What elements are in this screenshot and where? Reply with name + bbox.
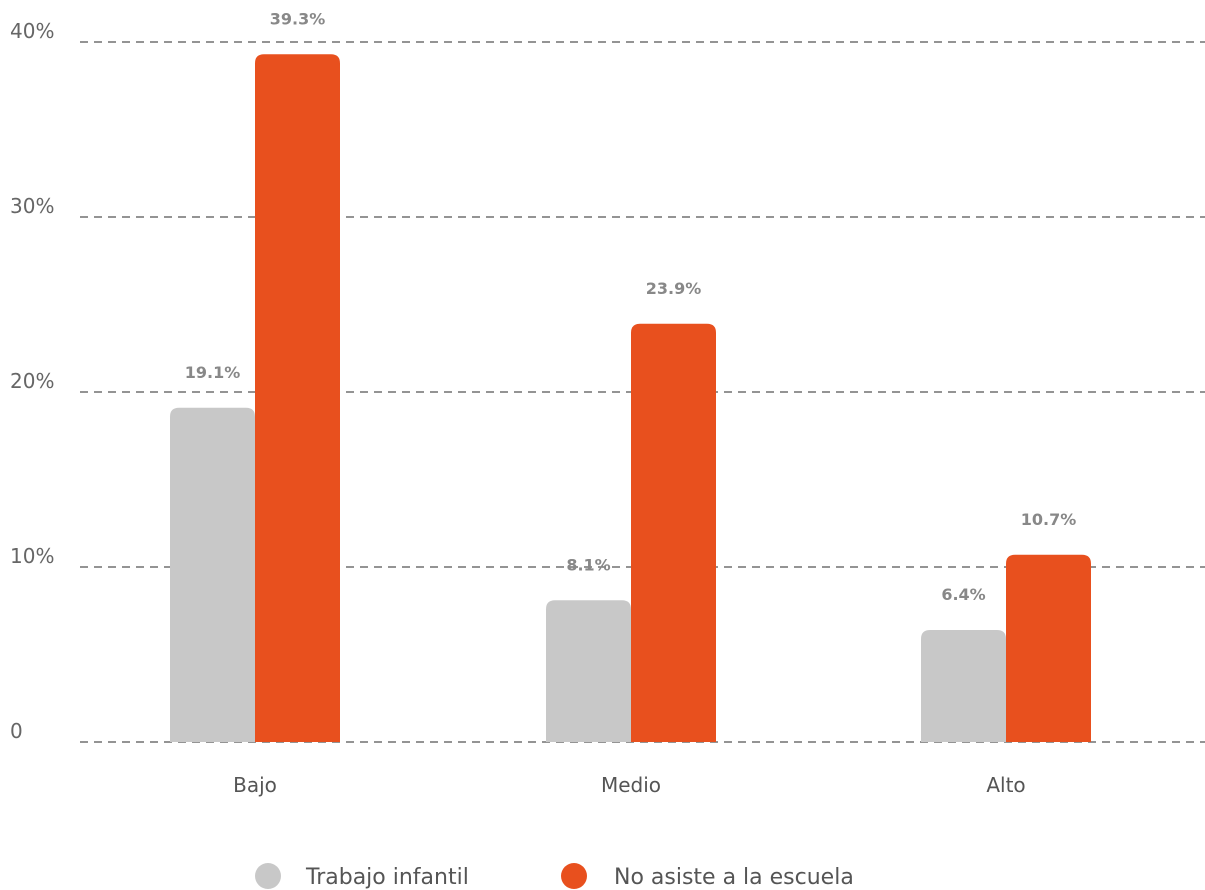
x-axis-labels: Bajo Medio Alto [233,773,1026,797]
x-tick-label: Bajo [233,773,277,797]
y-tick-label: 0 [10,719,23,743]
value-labels: 19.1% 39.3% 8.1% 23.9% 6.4% 10.7% [185,9,1077,604]
bar-no-asiste [631,323,716,742]
y-tick-label: 30% [10,194,54,218]
data-label: 6.4% [941,585,985,604]
y-tick-label: 20% [10,369,54,393]
bars [170,54,1091,742]
data-label: 8.1% [566,555,610,574]
bar-no-asiste [255,54,340,742]
legend-label: Trabajo infantil [305,865,469,890]
bar-trabajo-infantil [170,407,255,742]
y-tick-label: 40% [10,19,54,43]
data-label: 19.1% [185,363,241,382]
y-tick-label: 10% [10,544,54,568]
data-label: 23.9% [646,279,702,298]
legend: Trabajo infantil No asiste a la escuela [255,863,854,890]
legend-swatch [561,863,587,889]
data-label: 39.3% [270,9,326,28]
legend-label: No asiste a la escuela [614,865,854,890]
legend-swatch [255,863,281,889]
bar-trabajo-infantil [546,600,631,742]
y-axis-ticks: 0 10% 20% 30% 40% [10,19,54,743]
data-label: 10.7% [1021,510,1077,529]
x-tick-label: Alto [986,773,1025,797]
bar-trabajo-infantil [921,630,1006,742]
bar-no-asiste [1006,554,1091,742]
x-tick-label: Medio [601,773,661,797]
